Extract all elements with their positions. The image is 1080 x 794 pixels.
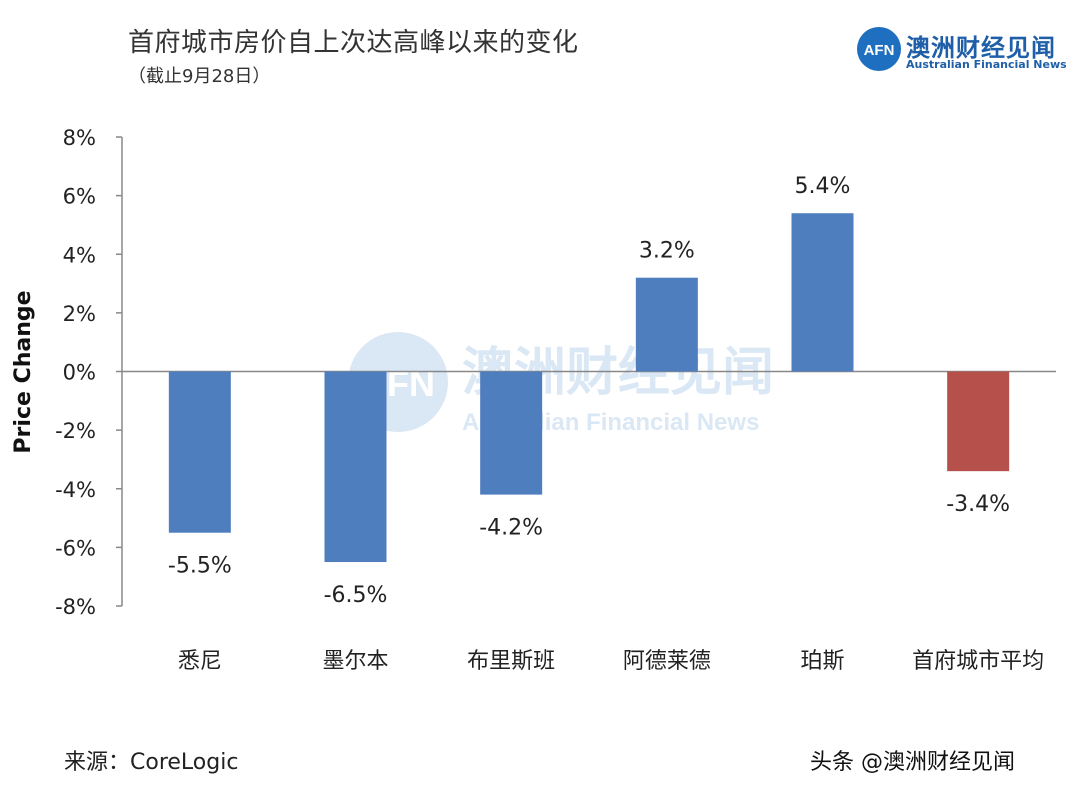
y-axis-title: Price Change (11, 290, 36, 453)
brand-name: 澳洲财经见闻 (906, 34, 1056, 62)
bar-1 (168, 371, 231, 533)
bar-4 (635, 277, 698, 372)
source-note: 来源：CoreLogic (64, 750, 239, 775)
brand-english-name: Australian Financial News (906, 58, 1067, 71)
data-label-2: -6.5% (324, 583, 388, 608)
category-label-3: 布里斯班 (467, 649, 555, 674)
bar-6 (947, 371, 1010, 472)
category-label-4: 阿德莱德 (623, 649, 711, 674)
watermark: AFN 澳洲财经见闻 Australian Financial News (348, 332, 774, 436)
category-label-1: 悉尼 (178, 649, 222, 674)
category-label-5: 珀斯 (800, 649, 844, 674)
bar-3 (480, 371, 543, 495)
y-tick-label: 8% (63, 126, 96, 150)
chart-axes: 8% 6% 4% 2% 0% -2% -4% -6% -8% (55, 126, 1056, 619)
y-tick-label: -6% (55, 536, 96, 560)
data-label-3: -4.2% (479, 516, 543, 541)
data-label-4: 3.2% (639, 239, 695, 264)
data-label-5: 5.4% (795, 174, 851, 199)
afn-logo-text: AFN (864, 42, 895, 59)
category-label-2: 墨尔本 (322, 649, 388, 674)
y-tick-label: -2% (55, 419, 96, 443)
data-label-1: -5.5% (168, 554, 232, 579)
y-tick-label: -4% (55, 478, 96, 502)
chart-subtitle: （截止9月28日） (128, 66, 271, 87)
y-tick-label: 2% (63, 302, 96, 326)
category-label-6: 首府城市平均 (912, 649, 1044, 674)
afn-logo-icon: AFN (857, 27, 901, 71)
chart-title: 首府城市房价自上次达高峰以来的变化 (128, 28, 579, 58)
credit-note: 头条 @澳洲财经见闻 (810, 750, 1015, 775)
y-tick-label: 6% (63, 185, 96, 209)
chart-bars (168, 213, 1010, 563)
brand-logo-block: AFN 澳洲财经见闻 Australian Financial News (856, 26, 1067, 74)
y-tick-label: -8% (55, 595, 96, 619)
chart-data-labels: -5.5% 悉尼 -6.5% 墨尔本 -4.2% 布里斯班 3.2% 阿德莱德 5.4% 珀斯 -3… (168, 174, 1044, 674)
y-tick-label: 0% (63, 361, 96, 385)
data-label-6: -3.4% (946, 492, 1010, 517)
y-tick-label: 4% (63, 243, 96, 267)
bar-2 (324, 371, 387, 563)
bar-5 (791, 213, 854, 372)
